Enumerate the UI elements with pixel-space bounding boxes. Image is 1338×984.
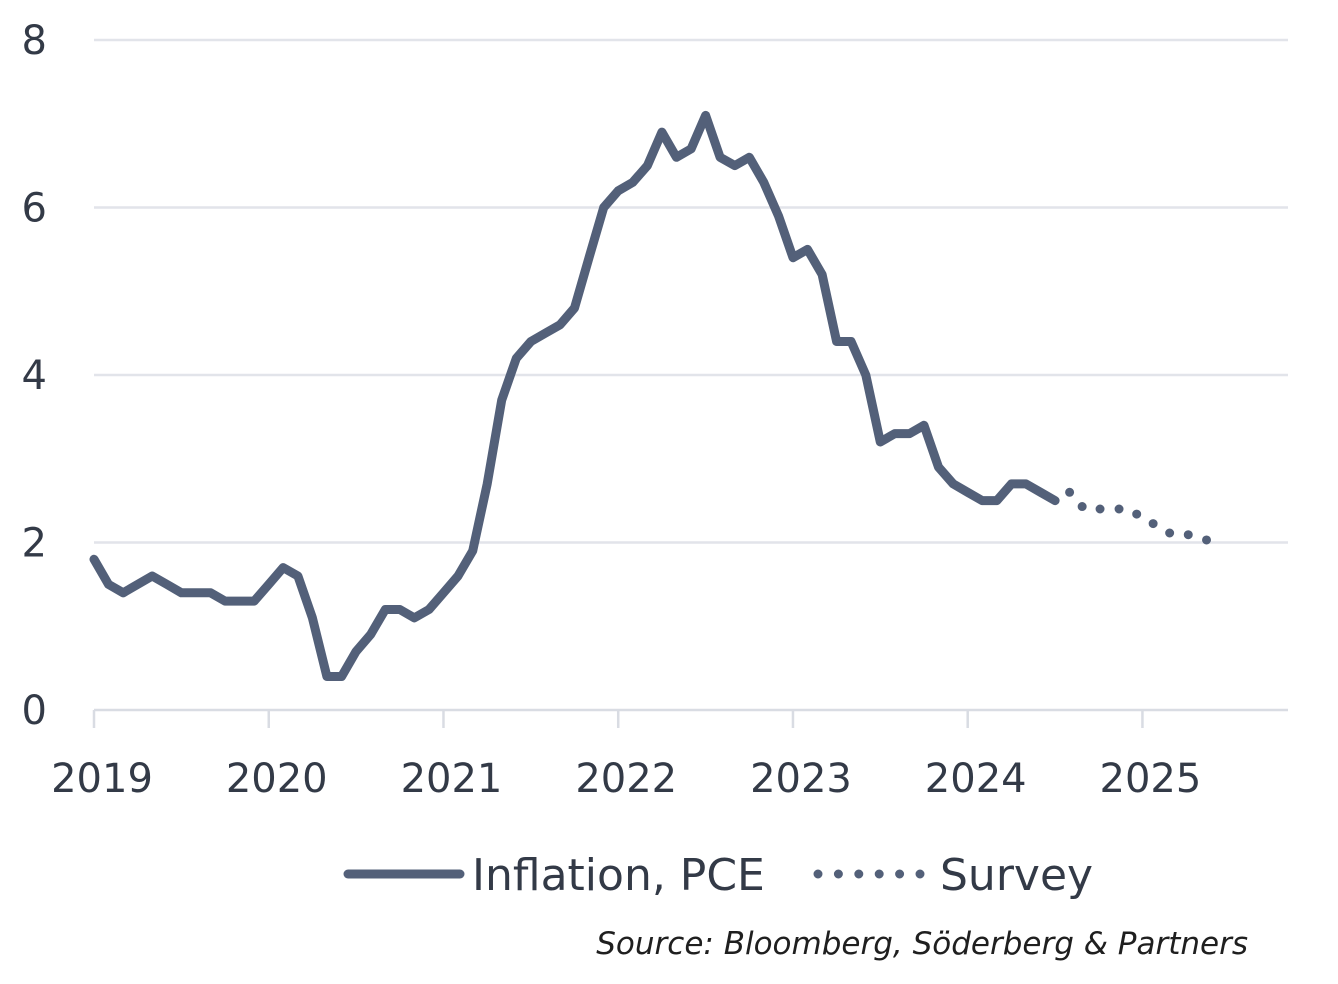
y-tick-label-4: 4 [22, 353, 47, 399]
y-tick-label-0: 0 [22, 688, 47, 734]
gridlines [94, 38, 1288, 544]
x-tick-label-2020: 2020 [226, 756, 328, 802]
y-tick-label-8: 8 [22, 18, 47, 64]
legend-label-survey: Survey [940, 850, 1093, 901]
x-tick-label-2024: 2024 [925, 756, 1027, 802]
axes: 0 2 4 6 8 2019 2020 2021 2022 2023 2024 2025 [22, 18, 1288, 802]
series-layer [89, 110, 1220, 681]
x-tick-label-2025: 2025 [1100, 756, 1202, 802]
series-line-survey [1065, 487, 1220, 547]
x-tick-label-2023: 2023 [750, 756, 852, 802]
x-tick-label-2019: 2019 [51, 756, 153, 802]
legend: Inflation, PCE Survey [343, 850, 1093, 901]
x-tick-label-2022: 2022 [575, 756, 677, 802]
series-line-inflation-pce [89, 110, 1060, 681]
x-tick-label-2021: 2021 [401, 756, 503, 802]
legend-label-inflation-pce: Inflation, PCE [472, 850, 765, 901]
source-note: Source: Bloomberg, Söderberg & Partners [596, 926, 1248, 962]
y-tick-label-2: 2 [22, 521, 47, 567]
y-tick-label-6: 6 [22, 186, 47, 232]
